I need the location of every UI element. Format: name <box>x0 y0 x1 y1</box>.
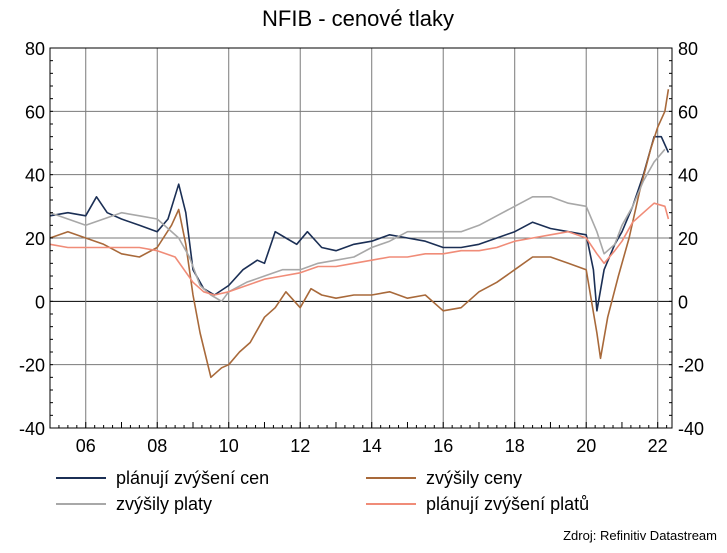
x-tick-label: 08 <box>147 436 167 456</box>
x-tick-label: 10 <box>219 436 239 456</box>
legend-item-zvysily-ceny: zvýšily ceny <box>366 466 522 490</box>
y-tick-label-right: 40 <box>678 166 698 186</box>
y-tick-label-left: 40 <box>25 166 45 186</box>
y-tick-label-right: 80 <box>678 39 698 59</box>
y-tick-label-right: -40 <box>678 419 704 439</box>
legend-swatch <box>56 503 106 505</box>
legend-label: plánují zvýšení cen <box>116 467 270 488</box>
chart-title: NFIB - cenové tlaky <box>262 6 454 31</box>
source-note: Zdroj: Refinitiv Datastream <box>563 528 717 543</box>
legend-label: zvýšily platy <box>116 493 213 514</box>
legend-label: zvýšily ceny <box>426 467 523 488</box>
x-tick-label: 12 <box>290 436 310 456</box>
x-tick-label: 16 <box>433 436 453 456</box>
y-tick-label-left: -40 <box>19 419 45 439</box>
series-line <box>49 135 670 312</box>
x-tick-label: 06 <box>76 436 96 456</box>
legend-item-planuji-zvyseni-cen: plánují zvýšení cen <box>56 466 269 490</box>
legend-item-zvysily-platy: zvýšily platy <box>56 492 212 516</box>
y-tick-label-left: 80 <box>25 39 45 59</box>
y-tick-label-left: 60 <box>25 102 45 122</box>
series-line <box>49 148 666 303</box>
x-tick-label: 14 <box>362 436 382 456</box>
series-line <box>49 89 670 379</box>
legend-item-planuji-zvyseni-platu: plánují zvýšení platů <box>366 492 589 516</box>
gridlines <box>50 47 672 429</box>
y-tick-label-left: 0 <box>35 292 45 312</box>
y-tick-label-right: 20 <box>678 229 698 249</box>
y-tick-label-right: 0 <box>678 292 688 312</box>
axis-ticks: 80 80 60 60 40 40 20 20 0 0 -20 -20 -40 -40 06 08 10 12 14… <box>19 39 704 456</box>
legend-label: plánují zvýšení platů <box>426 493 590 514</box>
legend-swatch <box>366 503 416 505</box>
y-tick-label-right: 60 <box>678 102 698 122</box>
series-line <box>49 202 670 296</box>
y-tick-label-left: 20 <box>25 229 45 249</box>
legend-swatch <box>366 477 416 479</box>
x-tick-label: 18 <box>505 436 525 456</box>
series-lines <box>49 89 670 379</box>
legend-swatch <box>56 477 106 479</box>
legend: plánují zvýšení cen zvýšily ceny zvýšily… <box>56 466 716 522</box>
x-tick-label: 20 <box>576 436 596 456</box>
y-tick-label-left: -20 <box>19 356 45 376</box>
y-tick-label-right: -20 <box>678 356 704 376</box>
x-tick-label: 22 <box>648 436 668 456</box>
